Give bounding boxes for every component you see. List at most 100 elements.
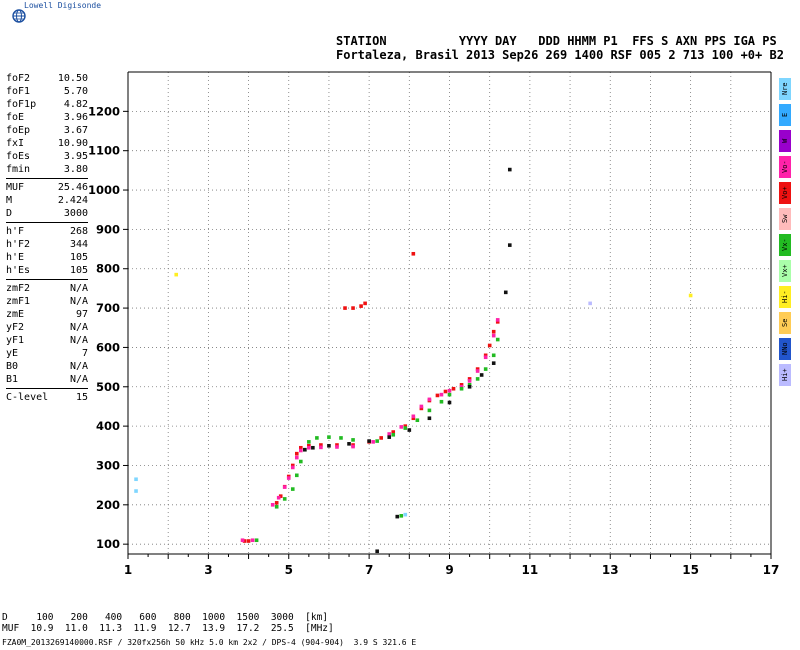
parameter-value: 105 [69,265,88,276]
parameter-value: 344 [69,239,88,250]
data-point [339,436,343,440]
parameter-separator [6,279,88,280]
parameter-row: yF1 N/A [6,334,88,347]
data-point [451,386,456,391]
parameter-row: zmF2 N/A [6,282,88,295]
parameter-name: yF2 [6,322,25,333]
parameter-name: MUF [6,182,25,193]
data-point [290,463,295,468]
x-tick-label: 5 [285,563,293,577]
parameter-row: foF1 5.70 [6,85,88,98]
distance-row: D 100 200 400 600 800 1000 1500 3000 [km… [2,612,329,623]
parameter-value: 3.96 [63,112,88,123]
parameter-name: h'E [6,252,25,263]
parameter-separator [6,222,88,223]
data-point [134,489,138,493]
data-point [475,369,480,373]
ionogram-plot: 1 3 5 7 9 11 13 15 17100200300400500600700800900… [88,71,779,577]
parameter-name: foF1 [6,86,31,97]
legend-item: Se [779,312,791,334]
data-point [439,392,444,397]
parameter-row: h'F2 344 [6,238,88,251]
data-point [303,447,307,452]
data-point [347,442,351,446]
data-point [307,440,311,444]
parameter-value: 10.90 [57,138,88,149]
data-point [507,243,512,247]
parameter-row: C-level 15 [6,391,88,404]
data-point [367,439,371,443]
data-point [399,514,404,518]
parameter-value: 4.82 [63,99,88,110]
parameter-value: N/A [69,296,88,307]
parameter-name: zmE [6,309,25,320]
data-point [363,301,367,306]
parameter-name: yE [6,348,19,359]
data-point [459,383,464,387]
data-point [447,400,452,405]
globe-logo-icon [12,9,26,23]
data-point [403,426,408,430]
data-point [270,503,275,507]
legend-item: Sw [779,208,791,230]
data-point [294,451,299,456]
legend-item: Nre [779,78,791,100]
header-line-2: Fortaleza, Brasil 2013 Sep26 269 1400 RS… [336,48,784,62]
data-point [415,418,420,423]
parameter-row: zmE 97 [6,308,88,321]
data-point [435,393,440,398]
parameter-name: C-level [6,392,49,403]
file-info-footer: FZA0M_2013269140000.RSF / 320fx256h 50 k… [2,638,417,647]
parameter-value: 3.67 [63,125,88,136]
x-tick-label: 1 [124,563,132,577]
x-tick-label: 7 [365,563,373,577]
data-point [443,389,448,394]
parameter-row: M 2.424 [6,194,88,207]
data-point [242,539,247,543]
y-tick-label: 600 [96,340,120,354]
data-point [315,436,319,440]
data-point [588,301,592,306]
parameter-row: foF1p 4.82 [6,98,88,111]
parameter-value: 3.80 [63,164,88,175]
data-point [371,440,375,444]
parameter-value: 3.95 [63,151,88,162]
data-point [282,497,287,501]
data-point [447,388,452,393]
y-tick-label: 900 [96,222,120,236]
data-point [427,397,432,402]
parameter-row: MUF 25.46 [6,181,88,194]
parameter-value: 7 [81,348,88,359]
y-tick-label: 200 [96,498,120,512]
parameter-row: yE 7 [6,347,88,360]
y-tick-label: 1000 [88,183,120,197]
data-point [335,443,339,447]
data-point [399,425,404,429]
data-point [491,353,496,358]
data-point [491,361,496,365]
data-point [503,290,508,295]
data-point [447,392,452,397]
parameter-name: D [6,208,13,219]
legend-item: Vx- [779,234,791,256]
data-point [274,501,279,505]
data-point [467,379,472,383]
data-point [459,386,464,391]
data-point [335,445,339,449]
parameter-row: B1 N/A [6,373,88,386]
data-point [491,333,496,338]
parameter-value: 5.70 [63,86,88,97]
parameter-separator [6,388,88,389]
data-point [407,428,412,432]
parameter-name: fmin [6,164,31,175]
data-point [395,514,400,519]
data-point [294,455,299,460]
data-point [351,306,355,310]
data-point [278,494,283,498]
parameter-value: N/A [69,283,88,294]
parameter-value: N/A [69,335,88,346]
legend-item: Hi+ [779,364,791,386]
data-point [307,445,311,450]
parameter-value: 97 [75,309,88,320]
data-point [319,443,323,447]
